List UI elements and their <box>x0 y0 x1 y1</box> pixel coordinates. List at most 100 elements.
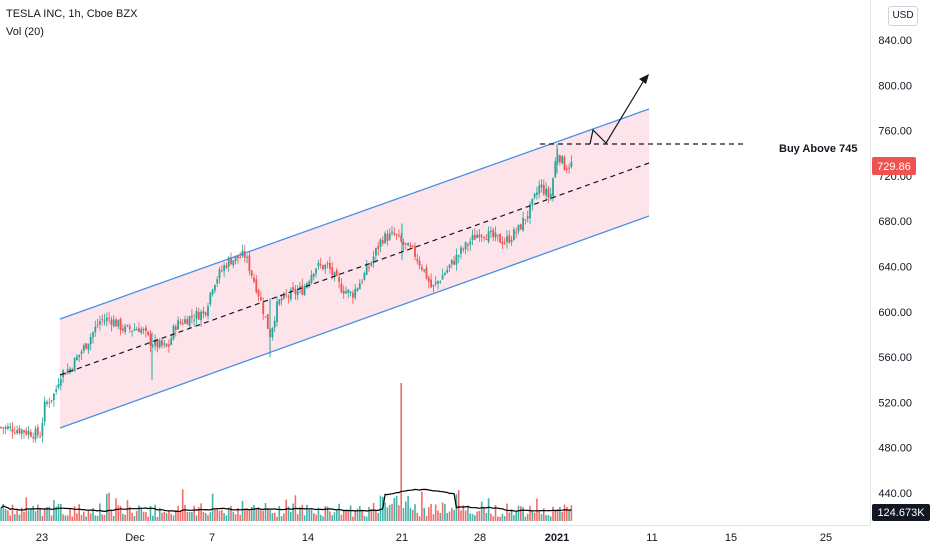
candle-body <box>515 231 518 233</box>
volume-bar <box>503 516 506 521</box>
candle-body <box>372 256 375 263</box>
volume-bar <box>513 515 515 521</box>
volume-bar <box>480 501 483 521</box>
candle-body <box>407 243 409 246</box>
time-axis[interactable]: 23 Dec 7 14 21 28 2021 11 15 25 <box>36 532 832 544</box>
volume-bar <box>221 509 223 521</box>
candle-body <box>446 269 449 273</box>
candle-body <box>425 267 428 279</box>
candle-body <box>549 193 552 200</box>
currency-button[interactable]: USD <box>888 6 918 26</box>
volume-bar <box>471 514 474 521</box>
projection-path[interactable] <box>589 76 647 145</box>
candle-body <box>506 236 508 243</box>
last-price-badge <box>872 157 916 175</box>
volume-bar <box>50 515 53 521</box>
volume-bar <box>250 506 253 521</box>
candle-body <box>455 254 458 265</box>
candle-body <box>248 255 251 272</box>
volume-bar <box>269 510 271 521</box>
volume-bar <box>260 510 262 521</box>
volume-bar <box>317 507 320 521</box>
candle-body <box>237 255 239 259</box>
candle-body <box>370 262 373 266</box>
volume-bar <box>218 510 221 521</box>
volume-bar <box>283 513 285 521</box>
volume-bar <box>117 505 120 521</box>
price-tick-label: 560.00 <box>878 352 912 364</box>
candle-body <box>55 389 58 392</box>
volume-bar <box>140 507 143 521</box>
candle-body <box>423 269 426 272</box>
candle-body <box>292 287 294 290</box>
volume-bar <box>177 505 179 521</box>
candle-body <box>92 332 94 338</box>
volume-bar <box>345 510 347 521</box>
volume-indicator-title[interactable]: Vol (20) <box>6 26 44 38</box>
candle-body <box>352 292 354 298</box>
volume-bar <box>200 503 202 521</box>
candle-body <box>331 267 334 275</box>
volume-bar <box>2 503 5 521</box>
volume-bar <box>202 511 205 521</box>
candle-body <box>149 334 152 346</box>
candle-body <box>145 327 147 332</box>
candle-body <box>379 239 382 248</box>
candle-body <box>195 311 198 319</box>
volume-bar <box>262 510 264 521</box>
volume-bar <box>474 515 476 521</box>
volume-bar <box>329 511 331 521</box>
candle-body <box>211 289 214 295</box>
candle-body <box>216 279 219 284</box>
volume-bar <box>418 516 421 521</box>
candle-body <box>2 427 5 429</box>
volume-bar <box>354 510 356 521</box>
candle-body <box>439 281 442 283</box>
candle-body <box>43 401 46 422</box>
price-axis[interactable]: 840.00800.00760.00720.00680.00640.00600.… <box>878 35 912 500</box>
candle-body <box>485 238 488 240</box>
volume-bar <box>464 510 467 521</box>
candle-body <box>119 318 122 331</box>
candle-body <box>94 326 97 333</box>
volume-bar <box>338 503 340 521</box>
candle-body <box>278 299 281 304</box>
candle-body <box>285 294 288 296</box>
candle-body <box>480 235 483 237</box>
volume-bar <box>184 504 186 521</box>
channel-lower-line[interactable] <box>59 215 650 429</box>
candle-body <box>513 229 515 240</box>
candle-body <box>453 260 455 265</box>
volume-bar <box>0 507 2 521</box>
candle-body <box>296 290 299 296</box>
candle-body <box>329 262 331 269</box>
volume-bar <box>476 511 478 521</box>
candle-body <box>34 428 37 440</box>
candle-body <box>306 283 308 288</box>
volume-bar <box>46 506 48 521</box>
candle-body <box>335 269 338 277</box>
time-tick-label: 25 <box>820 532 832 544</box>
volume-bar <box>158 507 161 521</box>
volume-bar <box>175 509 177 521</box>
volume-bar <box>407 495 409 521</box>
candle-body <box>404 243 407 245</box>
volume-bar <box>43 508 46 521</box>
volume-bar <box>336 510 338 521</box>
candle-body <box>39 436 41 438</box>
time-tick-label: 7 <box>209 532 215 544</box>
volume-bar <box>363 515 366 521</box>
volume-bar <box>257 507 260 521</box>
volume-bar <box>101 514 103 521</box>
volume-bar <box>161 512 163 521</box>
volume-bar <box>142 511 145 521</box>
candle-body <box>563 157 566 171</box>
volume-bar <box>405 501 407 521</box>
candle-body <box>96 324 99 326</box>
candle-body <box>526 216 529 219</box>
volume-bar <box>444 504 446 521</box>
volume-bar <box>232 511 235 521</box>
volume-bar <box>129 506 131 521</box>
candle-body <box>66 369 69 374</box>
